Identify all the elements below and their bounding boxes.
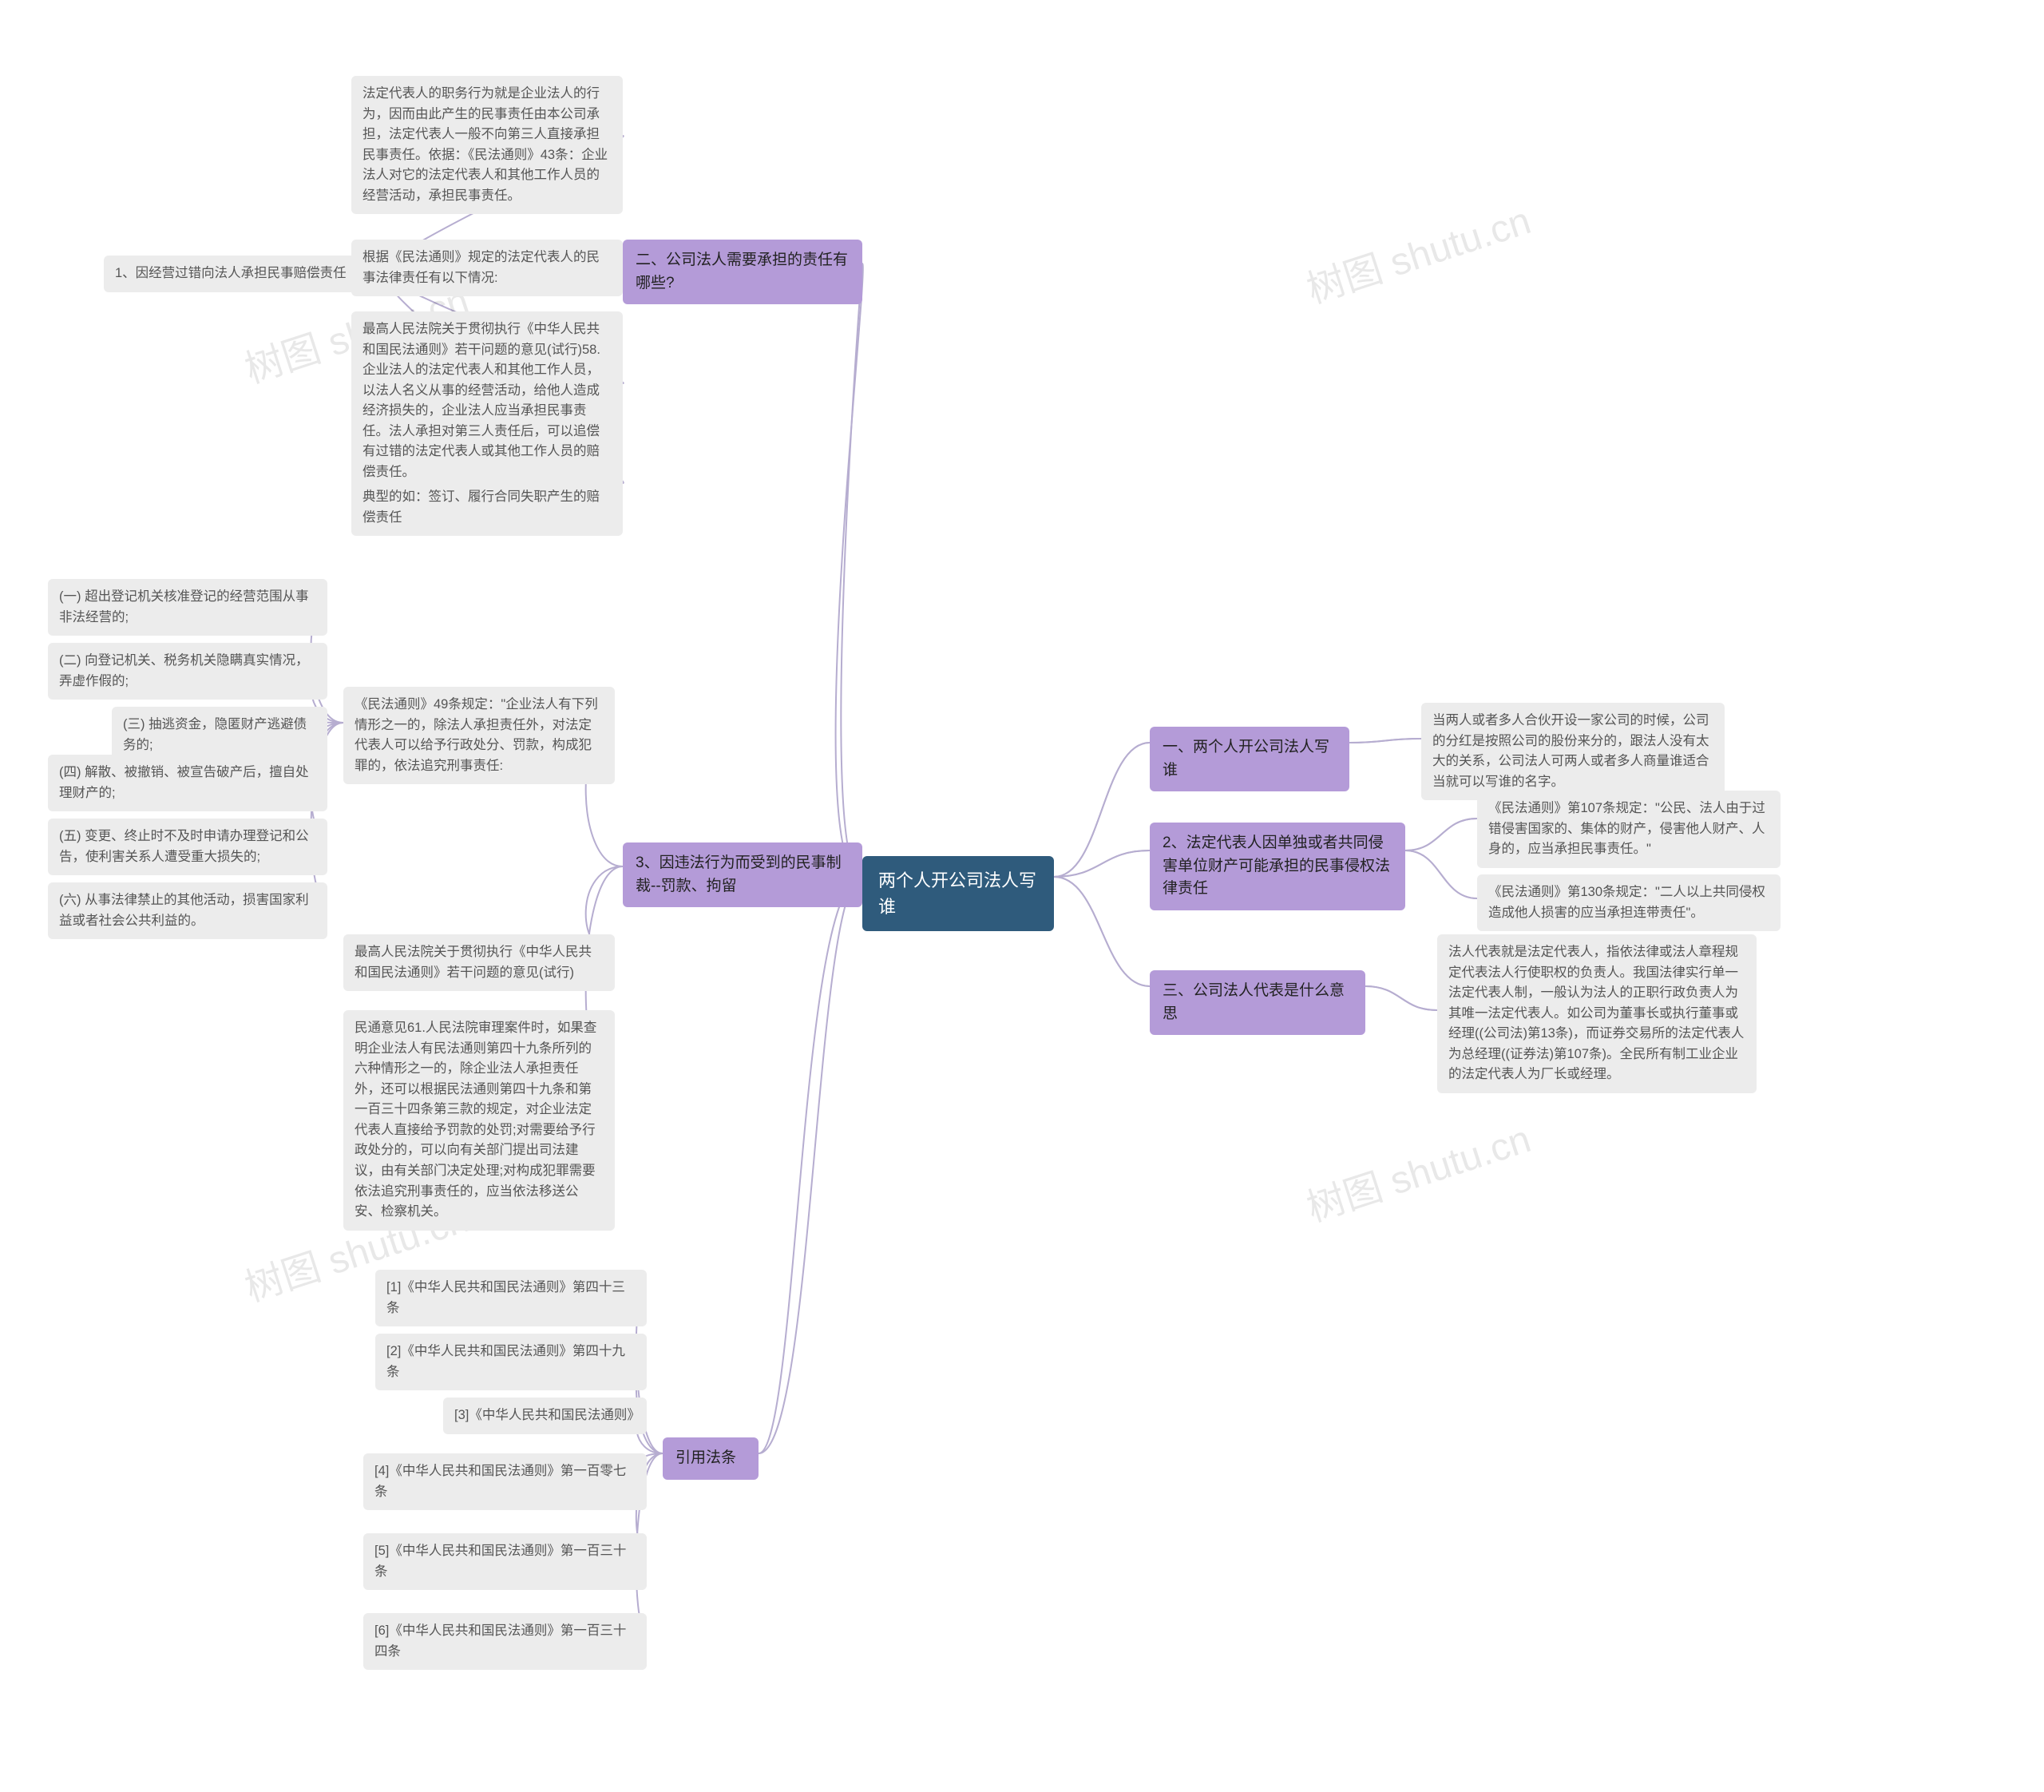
leaf-l2b: 最高人民法院关于贯彻执行《中华人民共和国民法通则》若干问题的意见(试行) — [343, 934, 615, 991]
leaf-l2a1: (一) 超出登记机关核准登记的经营范围从事非法经营的; — [48, 579, 327, 636]
leaf-l3d: [4]《中华人民共和国民法通则》第一百零七条 — [363, 1453, 647, 1510]
leaf-l2a: 《民法通则》49条规定："企业法人有下列情形之一的，除法人承担责任外，对法定代表… — [343, 687, 615, 784]
leaf-l2a2: (二) 向登记机关、税务机关隐瞒真实情况，弄虚作假的; — [48, 643, 327, 700]
branch-r3[interactable]: 三、公司法人代表是什么意思 — [1150, 970, 1365, 1035]
leaf-l1a3: 最高人民法院关于贯彻执行《中华人民共和国民法通则》若干问题的意见(试行)58.企… — [351, 311, 623, 491]
leaf-l2a4: (四) 解散、被撤销、被宣告破产后，擅自处理财产的; — [48, 755, 327, 811]
leaf-r3a: 法人代表就是法定代表人，指依法律或法人章程规定代表法人行使职权的负责人。我国法律… — [1437, 934, 1757, 1093]
leaf-l1a: 1、因经营过错向法人承担民事赔偿责任 — [104, 256, 375, 292]
watermark: 树图 shutu.cn — [1298, 189, 1536, 314]
branch-r1[interactable]: 一、两个人开公司法人写谁 — [1150, 727, 1349, 791]
leaf-l1a4: 典型的如：签订、履行合同失职产生的赔偿责任 — [351, 479, 623, 536]
leaf-l2c: 民通意见61.人民法院审理案件时，如果查明企业法人有民法通则第四十九条所列的六种… — [343, 1010, 615, 1231]
leaf-r2a: 《民法通则》第107条规定："公民、法人由于过错侵害国家的、集体的财产，侵害他人… — [1477, 791, 1781, 868]
branch-l2[interactable]: 3、因违法行为而受到的民事制裁--罚款、拘留 — [623, 842, 862, 907]
leaf-r2b: 《民法通则》第130条规定："二人以上共同侵权造成他人损害的应当承担连带责任"。 — [1477, 874, 1781, 931]
leaf-l3f: [6]《中华人民共和国民法通则》第一百三十四条 — [363, 1613, 647, 1670]
leaf-r1a: 当两人或者多人合伙开设一家公司的时候，公司的分红是按照公司的股份来分的，跟法人没… — [1421, 703, 1725, 800]
leaf-l1a2: 根据《民法通则》规定的法定代表人的民事法律责任有以下情况: — [351, 240, 623, 296]
leaf-l3e: [5]《中华人民共和国民法通则》第一百三十条 — [363, 1533, 647, 1590]
branch-r2[interactable]: 2、法定代表人因单独或者共同侵害单位财产可能承担的民事侵权法律责任 — [1150, 823, 1405, 910]
leaf-l3b: [2]《中华人民共和国民法通则》第四十九条 — [375, 1334, 647, 1390]
leaf-l1a1: 法定代表人的职务行为就是企业法人的行为，因而由此产生的民事责任由本公司承担，法定… — [351, 76, 623, 214]
leaf-l3c: [3]《中华人民共和国民法通则》 — [443, 1398, 647, 1434]
leaf-l2a5: (五) 变更、终止时不及时申请办理登记和公告，使利害关系人遭受重大损失的; — [48, 819, 327, 875]
mindmap-root[interactable]: 两个人开公司法人写谁 — [862, 856, 1054, 931]
branch-l3[interactable]: 引用法条 — [663, 1437, 759, 1480]
branch-l1[interactable]: 二、公司法人需要承担的责任有哪些? — [623, 240, 862, 304]
leaf-l3a: [1]《中华人民共和国民法通则》第四十三条 — [375, 1270, 647, 1326]
leaf-l2a6: (六) 从事法律禁止的其他活动，损害国家利益或者社会公共利益的。 — [48, 882, 327, 939]
watermark: 树图 shutu.cn — [1298, 1108, 1536, 1232]
